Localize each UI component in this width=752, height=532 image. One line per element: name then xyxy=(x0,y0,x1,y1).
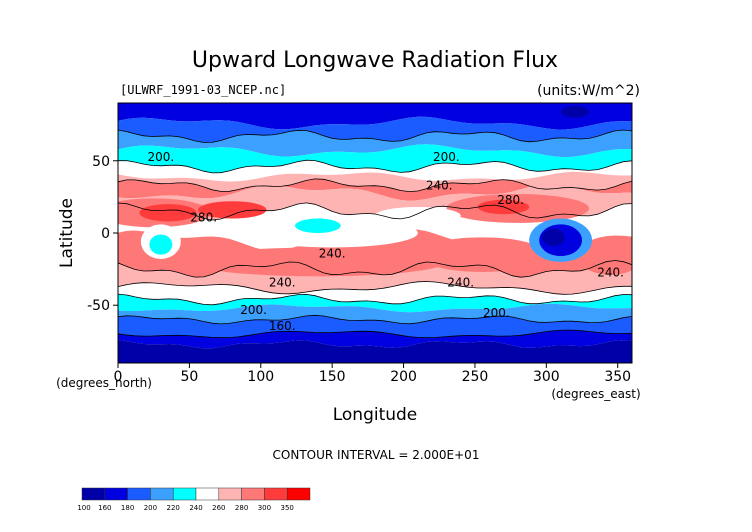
x-tick-label: 150 xyxy=(319,369,346,385)
s-high-band xyxy=(118,330,632,349)
colorbar-label: 240 xyxy=(189,504,202,512)
colorbar-label: 350 xyxy=(281,504,294,512)
contour-line-7 xyxy=(118,314,632,325)
colorbar: 100 160 180 200 220 240 260 280 300 350 xyxy=(77,487,311,512)
n-high-band xyxy=(118,116,632,143)
x-tick-label: 300 xyxy=(533,369,560,385)
contour-line-3 xyxy=(118,202,632,221)
cold-region-indonesia xyxy=(149,234,173,255)
contour-label: 240. xyxy=(597,265,624,279)
colorbar-label: 200 xyxy=(144,504,157,512)
x-tick-label: 50 xyxy=(180,369,198,385)
x-tick-label: 100 xyxy=(247,369,274,385)
contour-label: 200. xyxy=(433,150,460,164)
contour-line-4 xyxy=(118,260,632,278)
contour-label: 280. xyxy=(497,193,524,207)
cold-spot-antarctic xyxy=(232,344,347,359)
n-mid-band-3 xyxy=(118,171,632,192)
y-tick-label: -50 xyxy=(87,298,110,314)
colorbar-swatch xyxy=(286,487,311,501)
contour-label: 200. xyxy=(240,303,267,317)
colorbar-swatch xyxy=(81,487,106,501)
x-axis-label: Longitude xyxy=(333,405,418,425)
cold-spot-arctic xyxy=(560,105,590,118)
contour-label: 240. xyxy=(426,179,453,193)
n-mid-band-2 xyxy=(118,160,632,182)
colorbar-swatch xyxy=(241,487,265,501)
colorbar-label: 160 xyxy=(98,504,111,512)
contour-line-0 xyxy=(118,129,632,143)
colorbar-label: 260 xyxy=(212,504,225,512)
contour-label: 240. xyxy=(447,275,474,289)
s-mid-band-3 xyxy=(118,303,632,324)
contour-line-8 xyxy=(118,329,632,339)
warm-region-s-atlantic xyxy=(417,237,547,272)
y-tick-label: 50 xyxy=(92,154,110,170)
contour-label: 200. xyxy=(483,306,510,320)
contour-label: 280. xyxy=(190,210,217,224)
contour-label: 240. xyxy=(319,247,346,261)
x-axis: 0 50 100 150 200 250 300 350 xyxy=(114,363,631,385)
y-axis: 50 0 -50 xyxy=(87,154,118,314)
heatmap-regions xyxy=(118,105,632,359)
y-units-label: (degrees_north) xyxy=(56,376,152,390)
contour-label: 200. xyxy=(147,150,174,164)
colorbar-swatch xyxy=(264,487,288,501)
contour-line-5 xyxy=(118,281,632,295)
y-axis-label: Latitude xyxy=(57,198,77,268)
hot-spot-arabia xyxy=(197,201,267,219)
n-subtropic-band xyxy=(118,178,632,201)
cold-core-amazon xyxy=(542,228,565,246)
colorbar-swatch xyxy=(150,487,174,501)
contour-line-1 xyxy=(118,159,632,174)
file-label: [ULWRF_1991-03_NCEP.nc] xyxy=(120,83,286,97)
colorbar-swatch xyxy=(127,487,151,501)
cool-region-pacific-e xyxy=(375,207,461,225)
colorbar-swatch xyxy=(195,487,220,501)
x-tick-label: 200 xyxy=(390,369,417,385)
contour-interval-text: CONTOUR INTERVAL = 2.000E+01 xyxy=(273,448,480,462)
colorbar-swatch xyxy=(218,487,242,501)
n-mid-band-1 xyxy=(118,144,632,173)
hot-spot-africa xyxy=(139,204,197,222)
colorbar-label: 300 xyxy=(258,504,271,512)
cool-region-pacific-w xyxy=(246,218,418,248)
units-label: (units:W/m^2) xyxy=(537,83,640,99)
s-polar-band xyxy=(118,340,632,363)
x-units-label: (degrees_east) xyxy=(551,387,640,401)
colorbar-swatch xyxy=(172,487,197,501)
n-polar-band xyxy=(118,103,632,130)
colorbar-label: 280 xyxy=(235,504,248,512)
n-tropic-band-1 xyxy=(118,184,632,220)
x-tick-label: 350 xyxy=(604,369,631,385)
chart-title: Upward Longwave Radiation Flux xyxy=(192,48,558,73)
contour-labels: 200. 200.240.280.280.240.240. 240.240.200.… xyxy=(147,150,623,333)
cold-region-pacific xyxy=(295,218,341,233)
x-tick-label: 0 xyxy=(114,369,123,385)
colorbar-label: 180 xyxy=(121,504,134,512)
n-subpolar-band xyxy=(118,130,632,158)
x-tick-label: 250 xyxy=(462,369,489,385)
contour-label: 160. xyxy=(269,319,296,333)
plot-area: 200. 200.240.280.280.240.240. 240.240.200.… xyxy=(118,103,632,363)
warm-region-s-indian xyxy=(579,240,632,275)
contour-label: 240. xyxy=(269,275,296,289)
warm-region-s-pacific xyxy=(189,247,447,277)
contour-line-2 xyxy=(118,178,632,193)
contour-line-6 xyxy=(118,293,632,306)
y-tick-label: 0 xyxy=(101,226,110,242)
contour-lines xyxy=(118,129,632,339)
colorbar-swatch xyxy=(104,487,128,501)
colorbar-label: 220 xyxy=(167,504,180,512)
colorbar-label: 100 xyxy=(77,504,90,512)
